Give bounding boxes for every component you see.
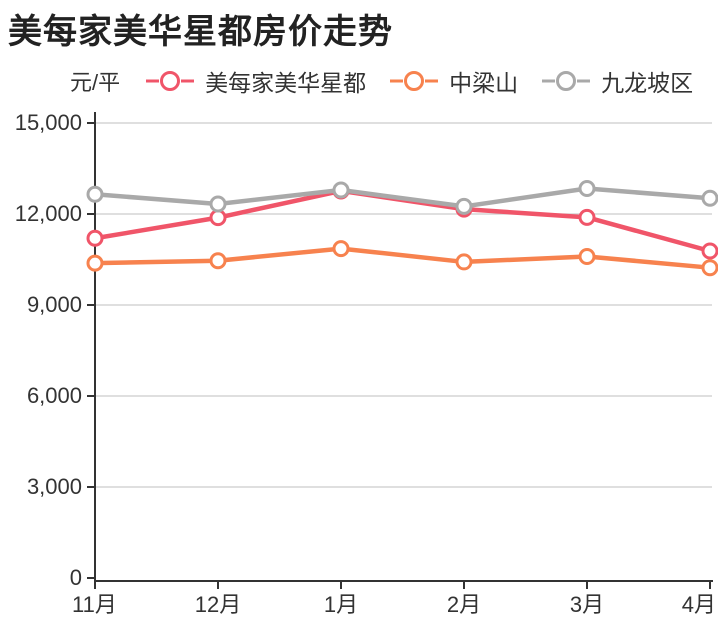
data-point <box>332 240 350 258</box>
line-circle-marker-icon <box>146 69 195 93</box>
legend-item-jiulongpo[interactable]: 九龙坡区 <box>542 64 693 98</box>
line-chart: 0 3,000 6,000 9,000 12,000 15,000 11月 12月 1月 2月 3月… <box>15 110 718 617</box>
data-point <box>86 254 104 272</box>
y-tick-label: 9,000 <box>27 292 82 317</box>
legend-label: 九龙坡区 <box>601 70 694 96</box>
data-point <box>209 195 227 213</box>
data-point <box>209 209 227 227</box>
y-tick-label: 3,000 <box>27 474 82 499</box>
data-point <box>332 181 350 199</box>
page-title: 美每家美华星都房价走势 <box>8 13 393 51</box>
data-point <box>578 247 596 265</box>
y-tick-label: 6,000 <box>27 383 82 408</box>
data-point <box>209 252 227 270</box>
legend-label: 美每家美华星都 <box>205 70 367 96</box>
legend-label: 中梁山 <box>449 70 519 96</box>
data-point <box>455 253 473 271</box>
x-tick-label: 11月 <box>72 592 117 617</box>
data-point <box>701 259 718 277</box>
x-tick-label: 12月 <box>195 592 241 617</box>
data-point <box>578 208 596 226</box>
x-tick-label: 4月 <box>682 592 716 617</box>
x-tick-label: 3月 <box>570 592 604 617</box>
legend-item-meimeijia[interactable]: 美每家美华星都 <box>146 64 366 98</box>
legend: 元/平 美每家美华星都 中梁山 九龙坡区 <box>70 62 693 100</box>
line-circle-marker-icon <box>542 69 591 93</box>
line-circle-marker-icon <box>390 69 439 93</box>
data-point <box>578 180 596 198</box>
series-line-1 <box>92 246 713 270</box>
y-tick-label: 15,000 <box>15 110 82 135</box>
data-point <box>701 189 718 207</box>
y-tick-label: 0 <box>70 565 82 590</box>
data-point <box>86 185 104 203</box>
data-point <box>455 197 473 215</box>
y-tick-label: 12,000 <box>15 201 82 226</box>
x-tick-label: 2月 <box>447 592 481 617</box>
y-unit-label: 元/平 <box>70 70 121 95</box>
data-point <box>701 242 718 260</box>
legend-item-zhongliangshan[interactable]: 中梁山 <box>390 64 518 98</box>
x-tick-label: 1月 <box>324 592 358 617</box>
data-point <box>86 229 104 247</box>
series-line-2 <box>92 186 713 209</box>
